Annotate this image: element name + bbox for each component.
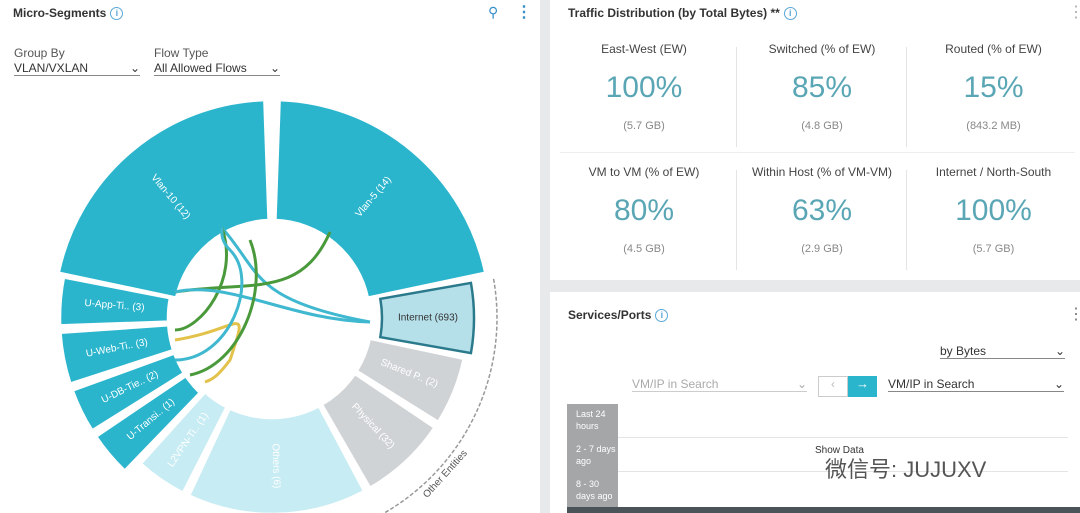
- sort-select[interactable]: by Bytes ⌄: [940, 344, 1065, 359]
- segment: [378, 281, 476, 355]
- info-icon[interactable]: i: [783, 7, 797, 21]
- segment: [57, 98, 270, 300]
- select-value: All Allowed Flows: [154, 61, 247, 75]
- pin-icon[interactable]: ⚲: [488, 4, 499, 20]
- metric-label: VM to VM (% of EW): [588, 165, 700, 179]
- metric-label: Internet / North-South: [935, 165, 1052, 179]
- metric-sub: (5.7 GB): [972, 243, 1015, 255]
- metric-value: 15%: [963, 71, 1024, 104]
- metric-sub: (5.7 GB): [623, 120, 665, 132]
- row-line: [618, 471, 1068, 472]
- metric-card: Routed (% of EW) 15% (843.2 MB): [907, 42, 1080, 132]
- metric-sub: (843.2 MB): [966, 120, 1021, 132]
- metric-label: East-West (EW): [601, 42, 687, 56]
- time-range[interactable]: 8 - 30 days ago: [576, 479, 613, 501]
- select-value: by Bytes: [940, 344, 987, 358]
- segment: [59, 323, 175, 386]
- metric-value: 80%: [613, 194, 675, 227]
- segment: [274, 98, 487, 300]
- search-right[interactable]: VM/IP in Search ⌄: [888, 377, 1064, 392]
- flow-line: [174, 288, 371, 324]
- group-by-select[interactable]: VLAN/VXLAN ⌄: [14, 61, 140, 76]
- segment-wheel: Vlan-10 (12) Vlan-5 (14)Internet (693)Sha…: [57, 98, 498, 513]
- label: Flow Type: [154, 46, 209, 60]
- title-text: Traffic Distribution (by Total Bytes) **: [568, 6, 780, 20]
- card-divider: [736, 170, 737, 270]
- metric-value: 85%: [791, 71, 853, 104]
- card-divider: [906, 47, 907, 147]
- select-value: VLAN/VXLAN: [14, 61, 89, 75]
- segment-label: Internet (693): [398, 313, 458, 324]
- menu-icon[interactable]: ⋮: [1068, 4, 1080, 21]
- segment: [58, 276, 172, 327]
- flow-line: [189, 239, 258, 377]
- metric-sub: (4.5 GB): [623, 243, 665, 255]
- next-button[interactable]: →: [848, 376, 877, 397]
- metric-label: Within Host (% of VM-VM): [751, 165, 892, 179]
- watermark: 微信号: JUJUXV: [825, 457, 987, 482]
- metric-value: 100%: [955, 194, 1032, 227]
- panel-title: Micro-Segments i: [13, 6, 124, 21]
- info-icon[interactable]: i: [655, 309, 669, 323]
- panel-title: Traffic Distribution (by Total Bytes) **…: [568, 6, 797, 21]
- metric-card: Switched (% of EW) 85% (4.8 GB): [737, 42, 907, 132]
- segment-label: U-App-Ti.. (3): [84, 298, 145, 314]
- time-range[interactable]: Last 24 hours: [576, 409, 606, 431]
- metric-value: 63%: [791, 194, 853, 227]
- label: Group By: [14, 46, 65, 60]
- metric-card: East-West (EW) 100% (5.7 GB): [553, 42, 735, 132]
- other-entities-label: Other Entities: [421, 448, 470, 500]
- metric-sub: (2.9 GB): [801, 243, 843, 255]
- divider: [540, 0, 550, 513]
- metric-card: Within Host (% of VM-VM) 63% (2.9 GB): [737, 165, 907, 255]
- metric-card: VM to VM (% of EW) 80% (4.5 GB): [553, 165, 735, 255]
- select-value: VM/IP in Search: [888, 377, 975, 391]
- prev-button[interactable]: ‹: [818, 376, 848, 397]
- bottom-bar: [567, 507, 1080, 513]
- menu-icon[interactable]: ⋮: [516, 4, 532, 21]
- show-data[interactable]: Show Data: [815, 445, 864, 456]
- metric-sub: (4.8 GB): [801, 120, 843, 132]
- metric-label: Switched (% of EW): [768, 42, 876, 56]
- metric-card: Internet / North-South 100% (5.7 GB): [907, 165, 1080, 255]
- panel-title: Services/Ports i: [568, 308, 669, 323]
- divider: [550, 280, 1080, 292]
- search-left[interactable]: VM/IP in Search ⌄: [632, 377, 807, 392]
- flow-type-select[interactable]: All Allowed Flows ⌄: [154, 61, 280, 76]
- placeholder: VM/IP in Search: [632, 377, 719, 391]
- info-icon[interactable]: i: [110, 7, 124, 21]
- row-line: [618, 437, 1068, 438]
- time-range[interactable]: 2 - 7 days ago: [576, 444, 616, 466]
- segment: [187, 404, 366, 513]
- segment: [355, 337, 466, 424]
- card-divider: [736, 47, 737, 147]
- time-column: [567, 404, 618, 507]
- segment: [94, 374, 202, 473]
- segment: [71, 351, 186, 433]
- segment: [320, 372, 437, 490]
- segment-label: Others (6): [270, 443, 282, 488]
- row-divider: [560, 152, 1075, 153]
- menu-icon[interactable]: ⋮: [1068, 306, 1080, 323]
- card-divider: [906, 170, 907, 270]
- segment: [139, 390, 229, 495]
- metric-value: 100%: [605, 71, 683, 104]
- title-text: Micro-Segments: [13, 6, 107, 20]
- title-text: Services/Ports: [568, 308, 652, 322]
- flow-line: [174, 227, 244, 362]
- metric-label: Routed (% of EW): [945, 42, 1042, 56]
